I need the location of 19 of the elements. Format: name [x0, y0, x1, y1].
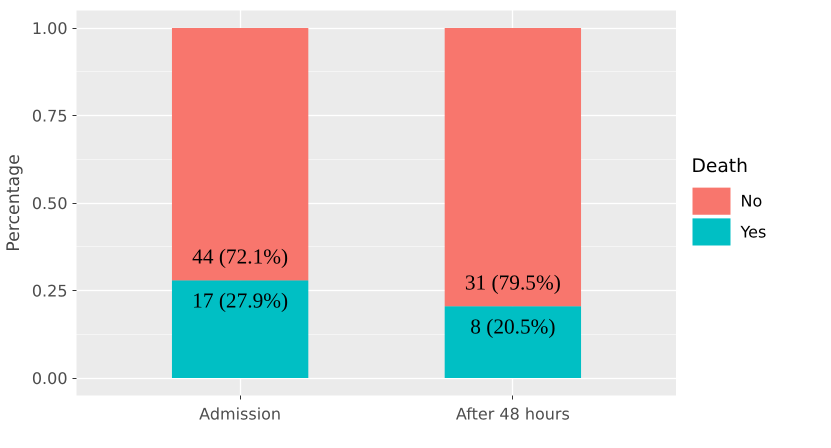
bar [172, 280, 308, 378]
y-tick-label: 0.00 [32, 369, 68, 388]
y-tick-label: 1.00 [32, 19, 68, 38]
y-tick-label: 0.75 [32, 106, 68, 126]
y-tick-label: 0.50 [32, 194, 68, 213]
bar [444, 306, 582, 378]
data-label: 31 (79.5%) [464, 270, 561, 294]
data-label: 17 (27.9%) [192, 288, 288, 312]
legend-label: No [740, 192, 762, 211]
data-label: 44 (72.1%) [192, 244, 288, 268]
legend-label: Yes [740, 222, 766, 242]
y-axis-title: Percentage [4, 154, 24, 252]
data-label: 8 (20.5%) [470, 314, 556, 338]
x-tick-label: Admission [199, 404, 282, 424]
y-tick-label: 0.25 [32, 282, 68, 300]
legend-title: Death [692, 156, 748, 178]
bar [172, 28, 308, 280]
x-tick-label: After 48 hours [456, 404, 570, 424]
bar [444, 28, 582, 306]
